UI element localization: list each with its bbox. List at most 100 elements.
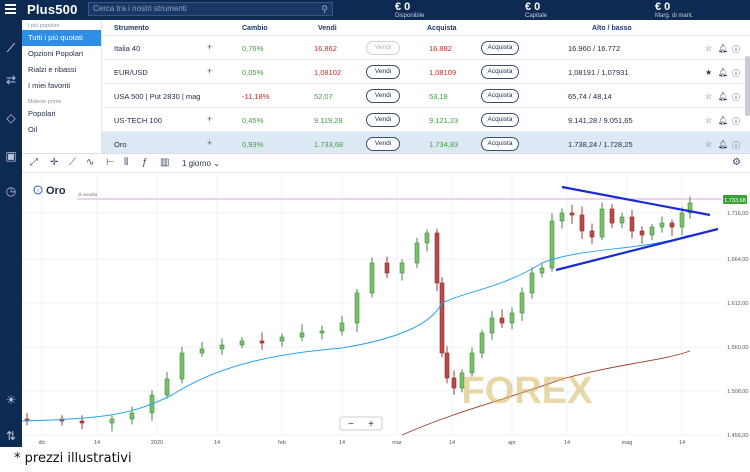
star-icon[interactable]: ☆: [705, 92, 713, 101]
buy-price: 1.734,83: [429, 140, 459, 149]
bell-icon[interactable]: 🔔︎: [718, 44, 729, 53]
indicator-icon[interactable]: ∿: [86, 157, 95, 168]
search-placeholder: Cerca tra i nostri strumenti: [93, 4, 187, 13]
buy-button[interactable]: Acquista: [481, 65, 519, 79]
menu-item-top-quoted[interactable]: Tutti i più quotati: [22, 30, 101, 46]
search-input[interactable]: Cerca tra i nostri strumenti ⚲: [88, 2, 333, 16]
table-row[interactable]: EUR/USD +0,05% 1,08102 Vendi 1,08109 Acquista…: [102, 60, 750, 84]
settings-icon[interactable]: ⚙: [732, 157, 741, 168]
star-icon[interactable]: ☆: [705, 44, 713, 53]
menu-item-popular-options[interactable]: Opzioni Popolari: [28, 49, 84, 58]
candle-body: [629, 216, 635, 232]
crosshair-icon[interactable]: ✛: [50, 157, 59, 168]
sell-button[interactable]: Vendi: [366, 65, 400, 79]
sell-price: 1,08102: [314, 68, 342, 77]
sell-button[interactable]: Vendi: [366, 113, 400, 127]
price-chart[interactable]: 1.716,00 1.664,00 1.612,00 1.560,00 1.508,00…: [21, 173, 750, 447]
candle-body: [384, 262, 390, 274]
candle-body: [579, 214, 585, 232]
col-sell[interactable]: Vendi: [318, 25, 337, 32]
candle-body: [499, 317, 505, 324]
info-icon[interactable]: ⓘ: [732, 117, 740, 126]
top-bar: Plus500 Cerca tra i nostri strumenti ⚲ €…: [0, 0, 750, 20]
buy-button[interactable]: Acquista: [481, 137, 519, 151]
buy-button[interactable]: Acquista: [481, 89, 519, 103]
candle-body: [687, 202, 693, 214]
zoom-in-button[interactable]: +: [368, 419, 374, 430]
instrument-name[interactable]: USA 500 | Put 2830 | mag: [114, 92, 201, 101]
candle-body: [399, 262, 405, 274]
table-scrollbar[interactable]: [745, 56, 750, 116]
star-icon[interactable]: ☆: [705, 140, 713, 149]
col-change[interactable]: Cambio: [242, 25, 268, 32]
y-tick-label: 1.612,00: [727, 301, 748, 307]
draw-line-icon[interactable]: ⟋: [69, 157, 76, 168]
bell-icon[interactable]: 🔔︎: [718, 140, 729, 149]
clock-icon[interactable]: ◷: [5, 184, 17, 198]
info-icon[interactable]: ⓘ: [732, 69, 740, 78]
col-highlow[interactable]: Alto / basso: [592, 25, 632, 32]
y-tick-label: 1.664,00: [727, 257, 748, 263]
chart-svg[interactable]: 1.716,00 1.664,00 1.612,00 1.560,00 1.508,00…: [21, 173, 750, 447]
briefcase-icon[interactable]: ▣: [5, 149, 17, 163]
chart-line-icon[interactable]: ⟋: [6, 41, 16, 55]
measure-icon[interactable]: ⊢: [106, 157, 115, 168]
instrument-name[interactable]: Oro: [114, 140, 127, 149]
candle-body: [369, 262, 375, 294]
tag-icon[interactable]: ◇: [6, 111, 16, 125]
menu-item-gainers-losers[interactable]: Rialzi e ribassi: [28, 65, 77, 74]
function-icon[interactable]: ƒ: [142, 157, 148, 168]
instrument-name[interactable]: US-TECH 100: [114, 116, 162, 125]
sell-button[interactable]: Vendi: [366, 89, 400, 103]
star-filled-icon[interactable]: ★: [705, 68, 713, 77]
menu-item-favorites[interactable]: I miei favoriti: [28, 81, 71, 90]
candle-body: [459, 372, 465, 389]
y-tick-label: 1.560,00: [727, 345, 748, 351]
category-menu: I più popolari Tutti i più quotati Opzio…: [22, 20, 102, 153]
chart-type-icon[interactable]: ▥: [160, 157, 170, 168]
menu-item-popular[interactable]: Popolari: [28, 109, 56, 118]
table-row[interactable]: USA 500 | Put 2830 | mag -11,18% 52,07 Vend…: [102, 84, 750, 108]
info-icon[interactable]: ⓘ: [732, 93, 740, 102]
table-row[interactable]: Oro +0,93% 1.733,68 Vendi 1.734,83 Acquista 1.…: [102, 132, 750, 156]
expand-icon[interactable]: +: [207, 66, 213, 76]
candle-body: [519, 292, 525, 314]
sell-button[interactable]: Vendi: [366, 41, 400, 55]
candle-body: [444, 352, 450, 379]
zoom-out-button[interactable]: −: [348, 419, 354, 430]
brightness-icon[interactable]: ☀: [5, 393, 17, 407]
instrument-name[interactable]: EUR/USD: [114, 68, 148, 77]
expand-icon[interactable]: +: [207, 138, 213, 148]
stat-equity: € 0 Capitale: [525, 1, 548, 19]
buy-button[interactable]: Acquista: [481, 113, 519, 127]
menu-item-oil[interactable]: Oil: [28, 125, 38, 134]
star-icon[interactable]: ☆: [705, 116, 713, 125]
expand-icon[interactable]: +: [207, 114, 213, 124]
sell-button[interactable]: Vendi: [366, 137, 400, 151]
info-icon: [33, 185, 43, 195]
swap-icon[interactable]: ⇅: [5, 429, 17, 443]
exchange-icon[interactable]: ⇄: [5, 73, 17, 87]
table-row[interactable]: Italia 40 +0,76% 16.862 Vendi 16.882 Acquista…: [102, 36, 750, 60]
info-icon[interactable]: ⓘ: [732, 141, 740, 150]
menu-icon[interactable]: [5, 4, 16, 14]
bell-icon[interactable]: 🔔︎: [718, 68, 729, 77]
table-row[interactable]: US-TECH 100 +0,45% 9.119,28 Vendi 9.121,23 Ac…: [102, 108, 750, 132]
col-buy[interactable]: Acquista: [427, 25, 457, 32]
info-icon[interactable]: ⓘ: [732, 45, 740, 54]
buy-button[interactable]: Acquista: [481, 41, 519, 55]
candle-body: [434, 232, 440, 284]
search-icon[interactable]: ⚲: [321, 4, 328, 14]
bell-icon[interactable]: 🔔︎: [718, 92, 729, 101]
col-instrument[interactable]: Strumento: [114, 25, 149, 32]
timeframe-select[interactable]: 1 giorno ⌄: [182, 159, 220, 168]
change-value: 0,93%: [242, 140, 264, 149]
candle-body: [299, 332, 305, 338]
buy-price: 9.121,23: [429, 116, 459, 125]
candles-icon[interactable]: ⫴: [124, 157, 129, 168]
fullscreen-icon[interactable]: ⤢: [30, 157, 38, 168]
expand-icon[interactable]: +: [207, 42, 213, 52]
candle-body: [609, 208, 615, 224]
bell-icon[interactable]: 🔔︎: [718, 116, 729, 125]
instrument-name[interactable]: Italia 40: [114, 44, 141, 53]
